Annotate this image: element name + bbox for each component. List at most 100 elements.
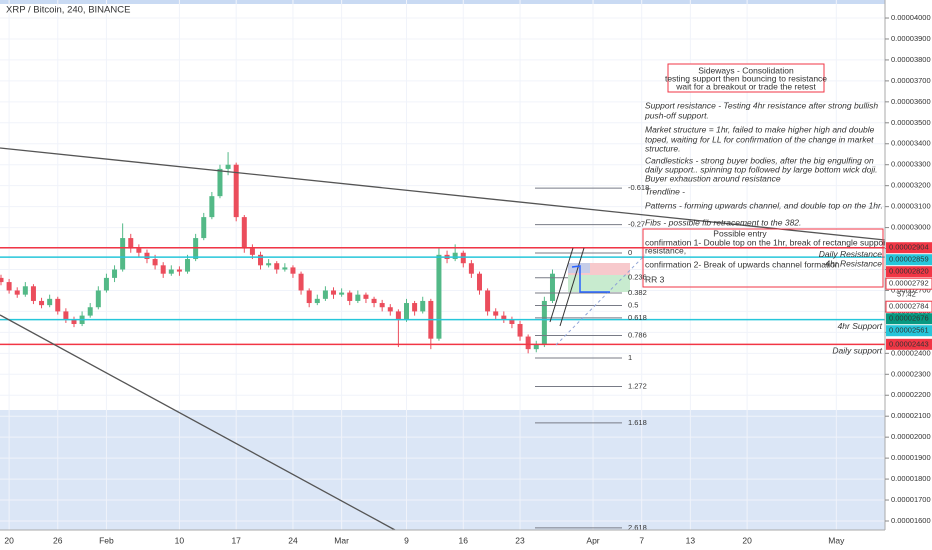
y-tick-label: 0.00002300 bbox=[891, 369, 931, 378]
note-text: toped, waiting for LL for confirmation o… bbox=[645, 134, 874, 144]
y-tick-label: 0.00003600 bbox=[891, 97, 931, 106]
note-text: resistance, bbox=[645, 245, 686, 255]
zone-label: Daily support bbox=[832, 346, 882, 356]
price-tag bbox=[886, 313, 932, 325]
candle-body bbox=[258, 254, 264, 266]
candle-body bbox=[525, 336, 531, 350]
candle-body bbox=[379, 303, 385, 308]
candle-body bbox=[509, 319, 515, 324]
candle-body bbox=[541, 300, 547, 345]
note-text: RR 3 bbox=[645, 274, 665, 284]
candle-body bbox=[176, 269, 182, 272]
candle-body bbox=[128, 238, 134, 249]
candle-body bbox=[14, 290, 20, 295]
y-tick-label: 0.00002100 bbox=[891, 411, 931, 420]
candle-body bbox=[460, 252, 466, 264]
candle-body bbox=[290, 267, 296, 274]
price-tag-label: 0.00002676 bbox=[889, 314, 929, 323]
candle-body bbox=[412, 303, 418, 312]
candle-body bbox=[249, 248, 255, 255]
candle-body bbox=[533, 344, 539, 350]
trendline bbox=[0, 147, 886, 241]
candle-body bbox=[298, 273, 304, 291]
target-zone bbox=[568, 275, 630, 292]
note-text: structure. bbox=[645, 143, 680, 153]
x-tick-label: 7 bbox=[639, 535, 644, 545]
fib-label: 2.618 bbox=[628, 523, 647, 532]
candle-body bbox=[282, 267, 288, 270]
candle-body bbox=[274, 263, 280, 270]
x-tick-label: 24 bbox=[288, 535, 298, 545]
axes: 0.00001600 0.00001700 0.00001800 0.00001900… bbox=[4, 13, 932, 545]
note-text: push-off support. bbox=[644, 110, 709, 120]
candle-body bbox=[501, 315, 507, 320]
note-text: confirmation 1- Double top on the 1hr, b… bbox=[645, 237, 889, 247]
x-tick-label: Mar bbox=[334, 535, 349, 545]
x-tick-label: 26 bbox=[53, 535, 63, 545]
price-tag bbox=[886, 254, 932, 266]
candle-body bbox=[47, 298, 53, 306]
candle-body bbox=[347, 292, 353, 301]
candle-body bbox=[63, 311, 69, 320]
x-tick-label: 17 bbox=[231, 535, 241, 545]
note-text: Trendline - bbox=[645, 186, 685, 196]
candle-body bbox=[339, 292, 345, 295]
y-tick-label: 0.00002400 bbox=[891, 348, 931, 357]
fib-label: 1.272 bbox=[628, 381, 647, 390]
chart-title: XRP / Bitcoin, 240, BINANCE bbox=[6, 5, 130, 16]
note-text: testing support then bouncing to resista… bbox=[665, 73, 827, 83]
x-tick-label: May bbox=[828, 535, 845, 545]
x-tick-label: 10 bbox=[175, 535, 185, 545]
x-tick-label: Apr bbox=[586, 535, 599, 545]
y-tick-label: 0.00002700 bbox=[891, 285, 931, 294]
y-tick-label: 0.00003800 bbox=[891, 55, 931, 64]
candle-body bbox=[306, 290, 312, 304]
price-tag-label: 0.00002561 bbox=[889, 326, 929, 335]
candle-body bbox=[314, 298, 320, 304]
fib-label: -0.618 bbox=[628, 183, 649, 192]
marks bbox=[0, 152, 885, 529]
candle-body bbox=[30, 286, 36, 301]
fib-label: 1 bbox=[628, 353, 632, 362]
zone-label: 4hr Support bbox=[838, 321, 883, 331]
price-tag bbox=[886, 242, 932, 254]
candle-body bbox=[322, 290, 328, 299]
candle-body bbox=[371, 298, 377, 304]
note-box bbox=[667, 63, 825, 93]
candle-body bbox=[0, 277, 4, 283]
x-tick-label: 16 bbox=[459, 535, 469, 545]
price-tag-label: 0.00002859 bbox=[889, 255, 929, 264]
y-tick-label: 0.00003200 bbox=[891, 181, 931, 190]
y-tick-label: 0.00003900 bbox=[891, 34, 931, 43]
fib-label: 0.236 bbox=[628, 273, 647, 282]
candle-body bbox=[266, 263, 272, 266]
price-tag-label: 0.00002792 bbox=[889, 279, 929, 288]
entry-note-box bbox=[642, 228, 884, 288]
candle-body bbox=[87, 307, 93, 316]
fib-label: -0.27 bbox=[628, 220, 645, 229]
candle-body bbox=[120, 238, 126, 270]
candle-body bbox=[185, 259, 191, 272]
price-tag-label: 0.00002784 bbox=[889, 302, 929, 311]
y-tick-label: 0.00003500 bbox=[891, 118, 931, 127]
note-text: wait for a breakout or trade the retest bbox=[675, 81, 816, 91]
price-tag bbox=[886, 325, 932, 337]
fib-label: 0.618 bbox=[628, 313, 647, 322]
y-tick-label: 0.00003300 bbox=[891, 160, 931, 169]
candle-body bbox=[493, 311, 499, 316]
candle-body bbox=[22, 286, 28, 295]
y-tick-label: 0.00001800 bbox=[891, 474, 931, 483]
candle-body bbox=[331, 290, 337, 295]
candle-body bbox=[395, 311, 401, 320]
note-text: Possible entry bbox=[713, 228, 767, 238]
candle-body bbox=[55, 298, 61, 312]
candle-body bbox=[452, 252, 458, 260]
note-text: Buyer exhaustion around resistance bbox=[645, 173, 781, 183]
candle-body bbox=[144, 252, 150, 260]
note-text: confirmation 2- Break of upwards channel… bbox=[645, 259, 840, 269]
candle-body bbox=[209, 196, 215, 218]
price-tag bbox=[885, 277, 932, 290]
note-text: Market structure = 1hr, failed to make h… bbox=[645, 124, 875, 134]
